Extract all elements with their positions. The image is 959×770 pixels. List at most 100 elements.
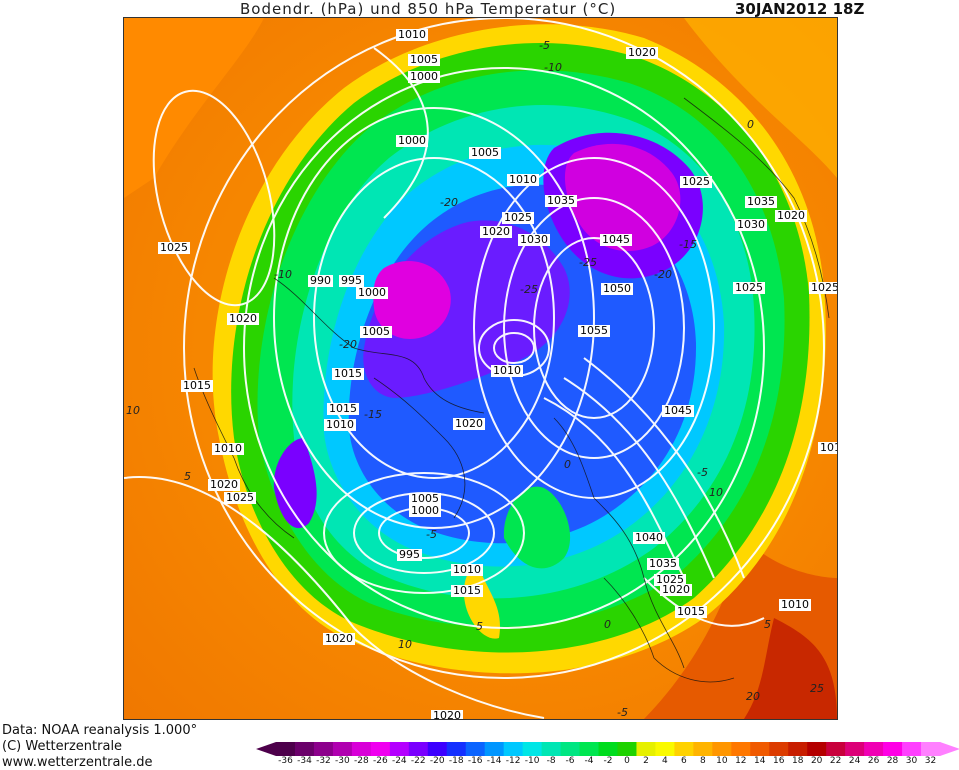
scale-swatch [276, 742, 296, 756]
scale-tick-label: 10 [716, 756, 728, 766]
scale-tick-label: -18 [448, 756, 464, 766]
temperature-label: 0 [564, 458, 571, 471]
scale-swatch [294, 742, 315, 756]
isobar-label: 1035 [545, 194, 577, 207]
isobar-label: 995 [397, 548, 422, 561]
scale-tick-label: 30 [905, 756, 918, 766]
scale-tick-label: 6 [681, 756, 687, 766]
scale-tick-label: -20 [429, 756, 445, 766]
isobar-label: 1020 [626, 46, 658, 59]
scale-swatch [617, 742, 637, 756]
scale-tick-label: -10 [524, 756, 540, 766]
scale-tick-label: -4 [584, 756, 594, 766]
isobar-label: 1020 [660, 583, 692, 596]
scale-swatch [864, 742, 884, 756]
isobar-label: 1010 [451, 563, 483, 576]
isobar-label: 1020 [480, 225, 512, 238]
scale-swatch [750, 742, 770, 756]
scale-tick-label: 24 [848, 756, 861, 766]
map-date: 30JAN2012 18Z [735, 0, 865, 18]
isobar-label: 1005 [408, 53, 440, 66]
scale-tick-label: -16 [467, 756, 483, 766]
scale-tick-label: 12 [735, 756, 747, 766]
scale-swatch [484, 742, 505, 756]
weather-map: 1010 1005 1000 1020 1000 1005 1010 1035 … [123, 17, 838, 720]
scale-swatch [902, 742, 922, 756]
scale-swatch [560, 742, 581, 756]
isobar-label: 1010 [396, 28, 428, 41]
scale-swatch [503, 742, 524, 756]
scale-tick-label: -14 [486, 756, 502, 766]
isobar-label: 1000 [408, 70, 440, 83]
scale-tick-label: 0 [624, 756, 630, 766]
temperature-label: -5 [697, 466, 708, 479]
copyright-note: (C) Wetterzentrale [2, 739, 123, 754]
isobar-label: 1035 [647, 557, 679, 570]
isobar-label: 1000 [356, 286, 388, 299]
scale-tick-label: -34 [297, 756, 312, 766]
scale-arrow-left [256, 742, 276, 756]
temperature-label: -5 [539, 39, 550, 52]
scale-tick-label: -12 [505, 756, 521, 766]
scale-swatch [427, 742, 448, 756]
weather-map-graphic [124, 18, 837, 719]
temperature-label: -20 [339, 338, 357, 351]
scale-swatch [389, 742, 410, 756]
scale-tick-label: 20 [810, 756, 823, 766]
scale-tick-label: 32 [924, 756, 937, 766]
isobar-label: 1010 [324, 418, 356, 431]
temperature-label: -25 [520, 283, 538, 296]
isobar-label: 1020 [208, 478, 240, 491]
scale-swatch [465, 742, 486, 756]
scale-tick-label: 26 [867, 756, 880, 766]
isobar-label: 995 [339, 274, 364, 287]
temperature-label: -10 [544, 61, 562, 74]
temperature-label: -5 [617, 706, 628, 719]
isobar-label: 1020 [323, 632, 355, 645]
scale-swatch [693, 742, 713, 756]
map-title: Bodendr. (hPa) und 850 hPa Temperatur (°… [240, 0, 617, 18]
scale-swatch [826, 742, 846, 756]
scale-swatch [883, 742, 903, 756]
scale-swatch [332, 742, 353, 756]
scale-swatch [446, 742, 467, 756]
temperature-label: 5 [764, 618, 771, 631]
isobar-label: 1050 [601, 282, 633, 295]
isobar-label: 1010 [507, 173, 539, 186]
isobar-label: 1005 [469, 146, 501, 159]
scale-swatch [655, 742, 675, 756]
scale-tick-label: 28 [886, 756, 899, 766]
isobar-label: 1010 [212, 442, 244, 455]
isobar-label: 1045 [662, 404, 694, 417]
temperature-label: 20 [746, 690, 760, 703]
scale-tick-label: 8 [699, 756, 706, 766]
isobar-label: 1025 [680, 175, 712, 188]
isobar-label: 1000 [409, 504, 441, 517]
isobar-label: 1005 [360, 325, 392, 338]
isobar-label: 1015 [332, 367, 364, 380]
isobar-label: 1025 [502, 211, 534, 224]
scale-swatch [351, 742, 372, 756]
temperature-label: -10 [274, 268, 292, 281]
isobar-label: 1025 [158, 241, 190, 254]
scale-tick-label: 18 [791, 756, 804, 766]
temperature-label: 5 [476, 620, 483, 633]
isobar-label: 1020 [431, 709, 463, 720]
scale-swatch [313, 742, 334, 756]
scale-swatch [408, 742, 429, 756]
isobar-label: 1010 [818, 442, 837, 454]
isobar-label: 1015 [181, 379, 213, 392]
scale-swatch [674, 742, 694, 756]
scale-arrow-right [940, 742, 959, 756]
temperature-label: 0 [747, 118, 754, 131]
temperature-scale-ticks: -36 -34 -32 -30 -28 -26 -24 -22 -20 -18 -16 -14 -12-… [256, 756, 959, 770]
isobar-label: 1025 [733, 281, 765, 294]
temperature-label: -15 [364, 408, 382, 421]
scale-swatch [731, 742, 751, 756]
scale-tick-label: -6 [565, 756, 575, 766]
scale-swatch [788, 742, 808, 756]
scale-tick-label: 4 [662, 756, 668, 766]
isobar-label: 1025 [654, 573, 686, 586]
temperature-label: -20 [440, 196, 458, 209]
scale-swatch [541, 742, 562, 756]
